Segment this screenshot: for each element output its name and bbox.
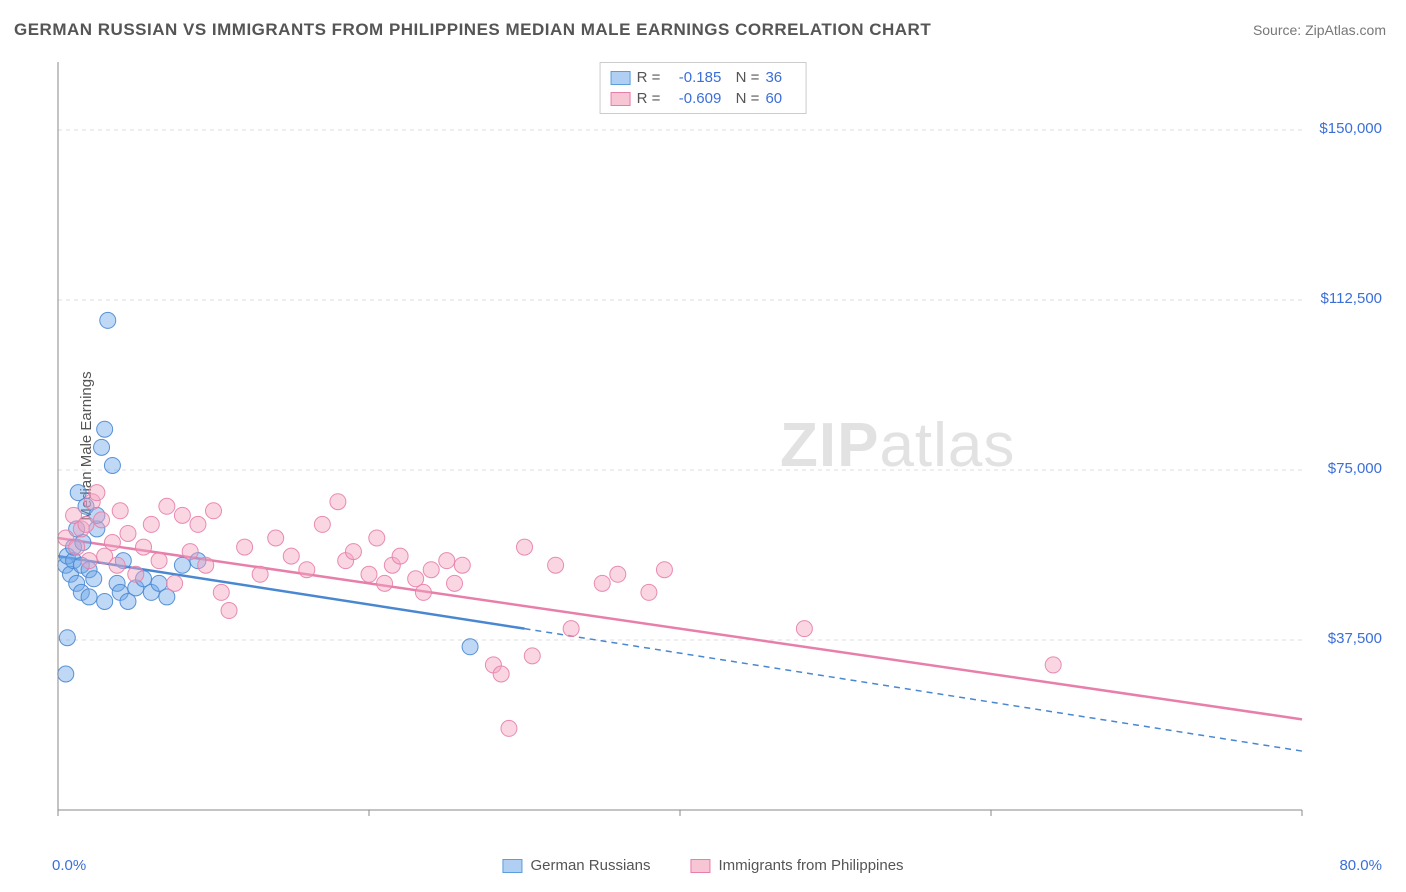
chart-container: GERMAN RUSSIAN VS IMMIGRANTS FROM PHILIP… [0,0,1406,892]
y-tick-label: $37,500 [1328,630,1382,647]
n-value-blue: 36 [765,69,795,86]
r-value-pink: -0.609 [666,90,721,107]
chart-source: Source: ZipAtlas.com [1253,22,1386,38]
x-min-label: 0.0% [52,857,86,874]
stats-row-pink: R = -0.609 N = 60 [611,88,796,109]
y-tick-label: $75,000 [1328,460,1382,477]
chart-svg [52,60,1382,820]
n-label: N = [727,69,759,86]
n-value-pink: 60 [765,90,795,107]
swatch-blue [611,71,631,85]
n-label: N = [727,90,759,107]
legend-item-pink: Immigrants from Philippines [690,857,903,874]
stats-row-blue: R = -0.185 N = 36 [611,67,796,88]
legend-item-blue: German Russians [502,857,650,874]
r-label: R = [637,69,661,86]
x-max-label: 80.0% [1339,857,1382,874]
swatch-blue [502,859,522,873]
series-legend: German Russians Immigrants from Philippi… [502,857,903,874]
swatch-pink [611,92,631,106]
r-label: R = [637,90,661,107]
y-tick-label: $150,000 [1319,120,1382,137]
swatch-pink [690,859,710,873]
y-tick-label: $112,500 [1321,290,1382,307]
chart-title: GERMAN RUSSIAN VS IMMIGRANTS FROM PHILIP… [14,20,931,40]
legend-label-blue: German Russians [530,857,650,874]
legend-label-pink: Immigrants from Philippines [718,857,903,874]
r-value-blue: -0.185 [666,69,721,86]
stats-legend: R = -0.185 N = 36 R = -0.609 N = 60 [600,62,807,114]
